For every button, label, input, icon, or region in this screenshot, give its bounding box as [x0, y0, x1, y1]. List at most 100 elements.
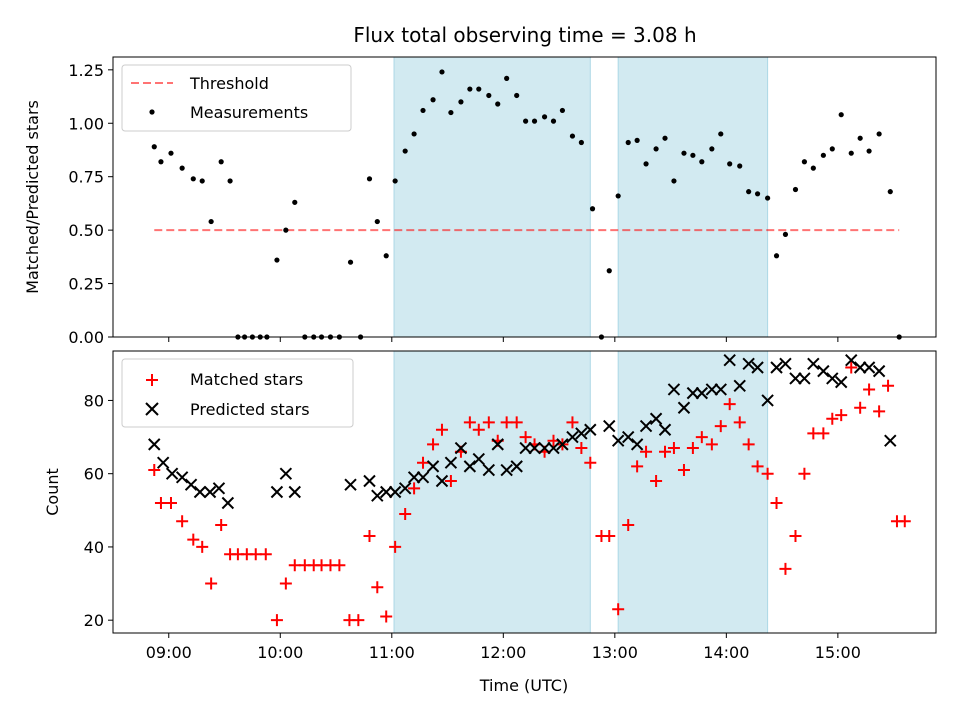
measurement-point [782, 231, 789, 238]
measurement-point [754, 191, 761, 197]
top-y-tick-label: 0.75 [68, 168, 104, 187]
x-tick-label: 10:00 [257, 643, 303, 662]
matched-star-point [603, 529, 616, 542]
matched-star-point [500, 416, 513, 429]
predicted-star-point [770, 361, 783, 374]
matched-star-point [510, 416, 523, 429]
matched-star-point [650, 475, 663, 488]
matched-star-point [817, 427, 830, 440]
measurement-point [671, 178, 677, 184]
predicted-star-point [538, 441, 551, 455]
measurement-point [190, 176, 196, 182]
predicted-star-point [528, 441, 541, 455]
predicted-star-point [156, 456, 170, 469]
matched-star-point [363, 529, 376, 542]
measurement-point [439, 69, 445, 75]
matched-star-point [714, 420, 727, 433]
bottom-x-ticks: 09:00 10:00 11:00 12:00 13:00 14:00 15:00 [146, 633, 861, 662]
measurement-point [476, 86, 482, 92]
measurement-point [746, 189, 752, 195]
predicted-star-point [742, 357, 755, 371]
matched-star-point [380, 610, 393, 623]
predicted-star-point [686, 386, 700, 400]
legend-predicted-swatch [145, 402, 159, 416]
measurement-point [829, 146, 835, 152]
predicted-star-point [435, 474, 449, 488]
measurement-point [486, 92, 492, 99]
predicted-star-point [817, 364, 830, 378]
matched-star-point [463, 416, 476, 429]
predicted-star-point [371, 489, 384, 502]
matched-star-point [575, 442, 588, 455]
predicted-star-point [175, 471, 189, 484]
predicted-star-point [221, 496, 235, 510]
predicted-star-point [288, 485, 301, 499]
bottom-axes-frame [112, 350, 937, 634]
measurement-point [653, 146, 659, 152]
matched-star-point [249, 548, 262, 561]
measurement-point [541, 114, 548, 120]
top-observing-spans [393, 56, 769, 338]
bottom-y-tick-label: 20 [84, 611, 104, 630]
matched-star-point [898, 515, 911, 528]
measurement-point [283, 227, 289, 233]
predicted-star-point [789, 372, 802, 385]
x-tick-label: 14:00 [703, 643, 749, 662]
predicted-star-point [845, 353, 858, 367]
matched-star-point [751, 460, 764, 473]
matched-star-point [333, 559, 346, 572]
measurement-point [773, 253, 780, 259]
measurement-point [709, 146, 715, 152]
measurement-point [504, 75, 510, 81]
predicted-star-point [388, 485, 402, 499]
matched-star-point [733, 416, 746, 429]
measurement-point [151, 144, 157, 150]
matched-star-point [826, 412, 839, 425]
matched-star-point [677, 464, 690, 477]
measurement-point [857, 135, 863, 141]
matched-star-point [835, 409, 848, 422]
legend-measurements-label: Measurements [190, 103, 308, 122]
measurement-point [606, 268, 612, 274]
matched-star-point [444, 475, 457, 488]
predicted-star-point [826, 372, 839, 385]
matched-star-point [270, 614, 283, 627]
matched-star-point [148, 464, 161, 477]
matched-star-point [399, 507, 412, 520]
predicted-star-point [454, 441, 468, 455]
measurement-point [218, 159, 224, 165]
measurement-point [495, 101, 501, 107]
predicted-star-point [705, 383, 719, 396]
matched-star-point [640, 445, 653, 458]
predicted-star-point [695, 386, 709, 400]
matched-star-point [631, 460, 644, 473]
count-panel: 20 40 60 80 09:00 10:00 11:00 12:00 13:00 14:00 1… [43, 350, 937, 695]
predicted-star-point [603, 419, 616, 433]
measurement-point [866, 148, 872, 154]
matched-star-point [807, 427, 820, 440]
top-y-tick-label: 0.50 [68, 221, 104, 240]
matched-star-point [164, 496, 177, 509]
predicted-star-point [667, 383, 681, 396]
measurement-point [292, 199, 298, 205]
measurement-point [765, 195, 771, 201]
bottom-y-ticks: 20 40 60 80 [84, 391, 113, 630]
matched-star-point [686, 442, 699, 455]
predicted-star-point [547, 441, 560, 455]
predicted-star-point [398, 482, 412, 495]
measurement-point [411, 131, 417, 137]
ratio-panel: 0.00 0.25 0.50 0.75 1.00 1.25 Matched/Predict… [23, 56, 937, 347]
matched-star-point [215, 518, 228, 531]
bottom-y-tick-label: 80 [84, 391, 104, 410]
predicted-star-point [463, 460, 477, 473]
predicted-star-point [491, 438, 504, 451]
predicted-star-point [270, 485, 284, 499]
measurement-point [820, 152, 826, 158]
matched-star-point [770, 496, 783, 509]
predicted-star-point [649, 412, 663, 425]
measurement-point [681, 150, 687, 156]
measurement-point [179, 165, 185, 171]
top-observing-span [393, 56, 591, 338]
measurement-point [625, 139, 631, 146]
predicted-star-point [416, 471, 430, 484]
